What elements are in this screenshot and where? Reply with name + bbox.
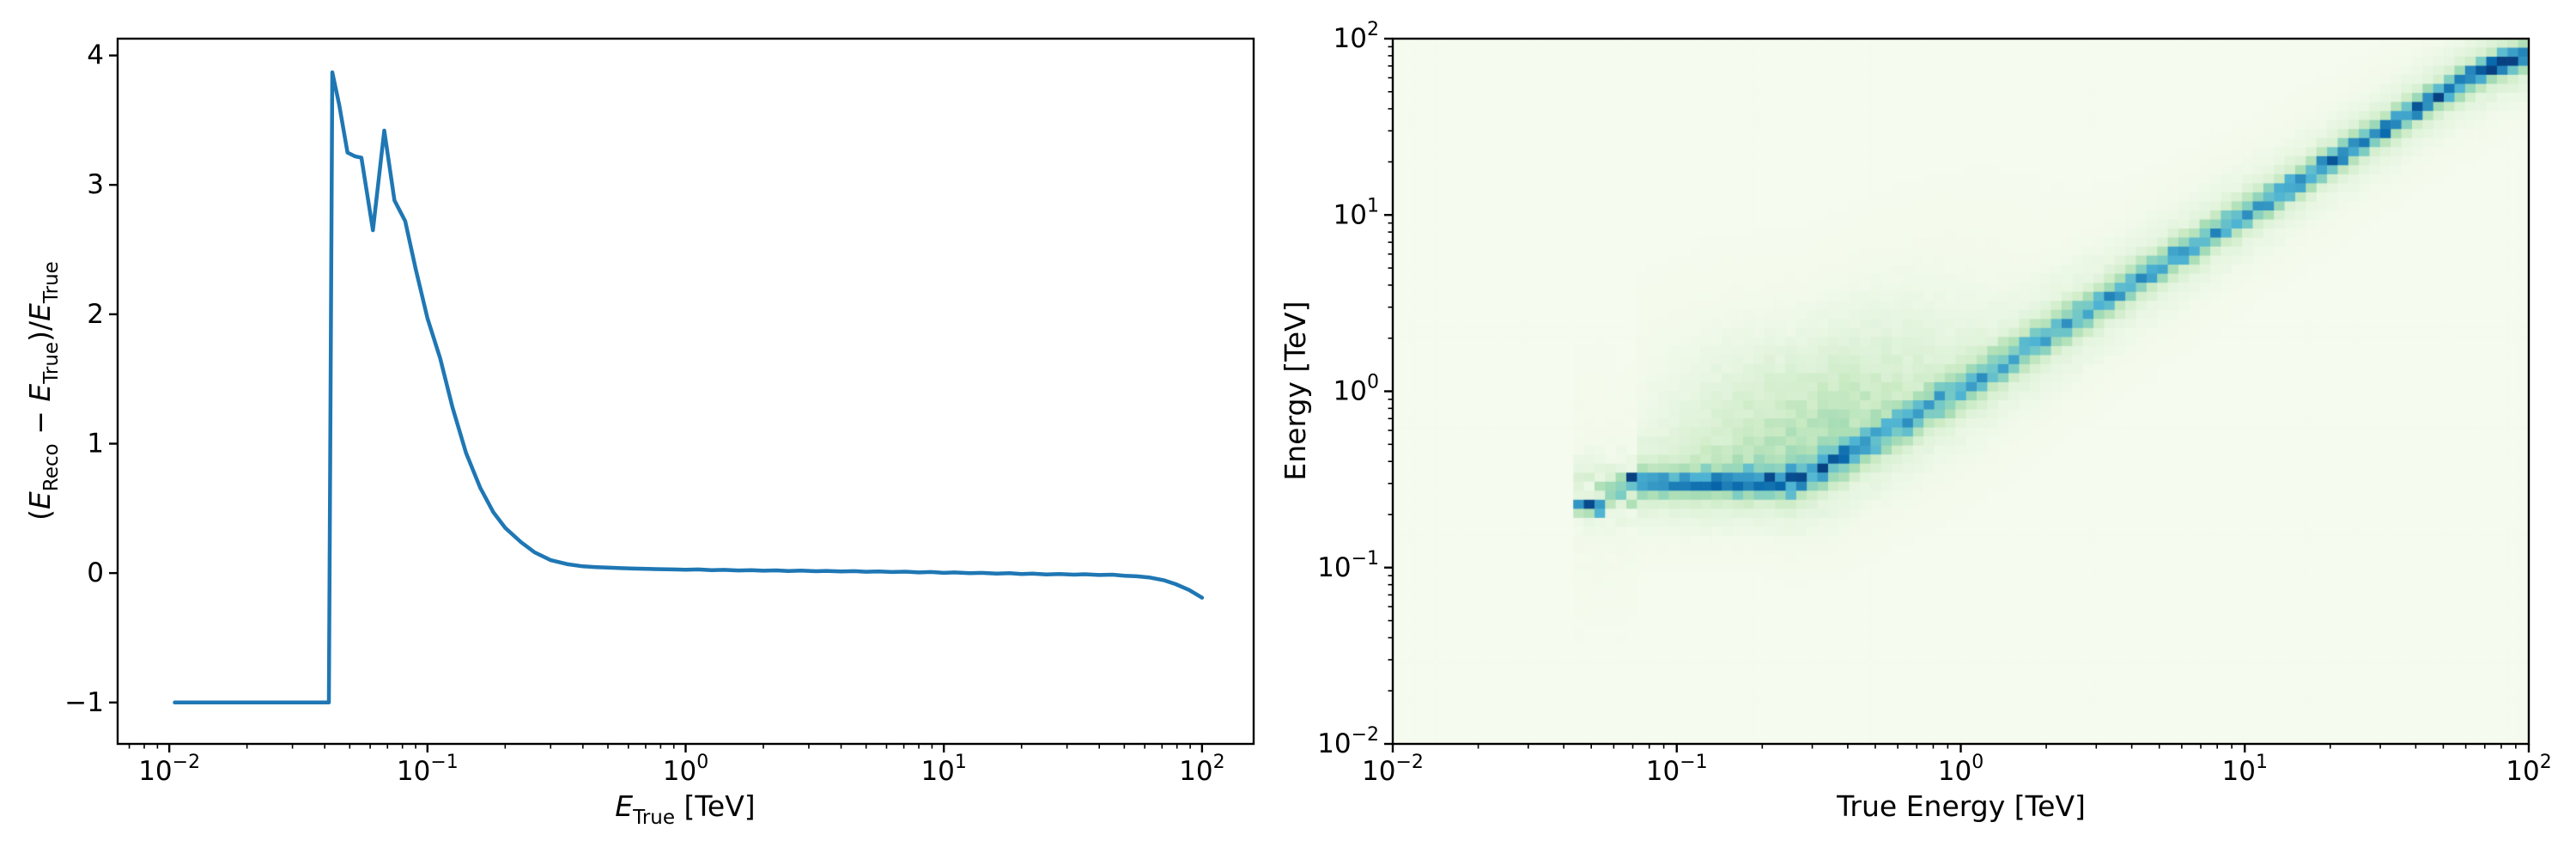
tick-label: 100 [663,752,708,787]
bias-plot-axes: 10−2 10−1 100 101 102 −1 0 1 2 3 4 [64,37,1255,787]
axes-spines [1391,37,2530,746]
tick-label: 1 [87,429,104,460]
tick-label: 3 [87,169,104,200]
tick-label: 101 [2222,752,2268,787]
dispersion-ylabel: Energy [TeV] [1279,301,1312,480]
dispersion-plot-axes: 10−2 10−1 100 101 102 10−2 10−1 100 101 102 [1317,19,2552,787]
tick-label: 4 [87,40,104,71]
tick-label: 101 [920,752,966,787]
tick-label: 10−2 [138,752,200,787]
tick-label: 2 [87,299,104,330]
tick-label: 100 [1938,752,1984,787]
bias-curve-line [173,70,1205,705]
tick-label: 10−2 [1317,724,1379,759]
tick-label: 0 [87,557,104,588]
tick-label: 102 [2506,752,2551,787]
tick-label: 102 [1334,19,1379,54]
energy-dispersion-heatmap [1393,39,2529,744]
tick-label: 10−1 [1317,548,1379,583]
tick-label: 102 [1179,752,1224,787]
tick-label: 10−1 [397,752,459,787]
bias-xlabel: ETrue [TeV] [615,789,755,829]
tick-label: 10−2 [1362,752,1424,787]
tick-label: 10−1 [1646,752,1708,787]
dispersion-xlabel: True Energy [TeV] [1836,789,2086,823]
tick-label: 101 [1334,195,1379,230]
bias-ylabel: (EReco − ETrue)/ETrue [23,261,63,521]
tick-label: 100 [1334,372,1379,407]
tick-label: −1 [64,687,104,718]
axes-spines [116,37,1255,746]
